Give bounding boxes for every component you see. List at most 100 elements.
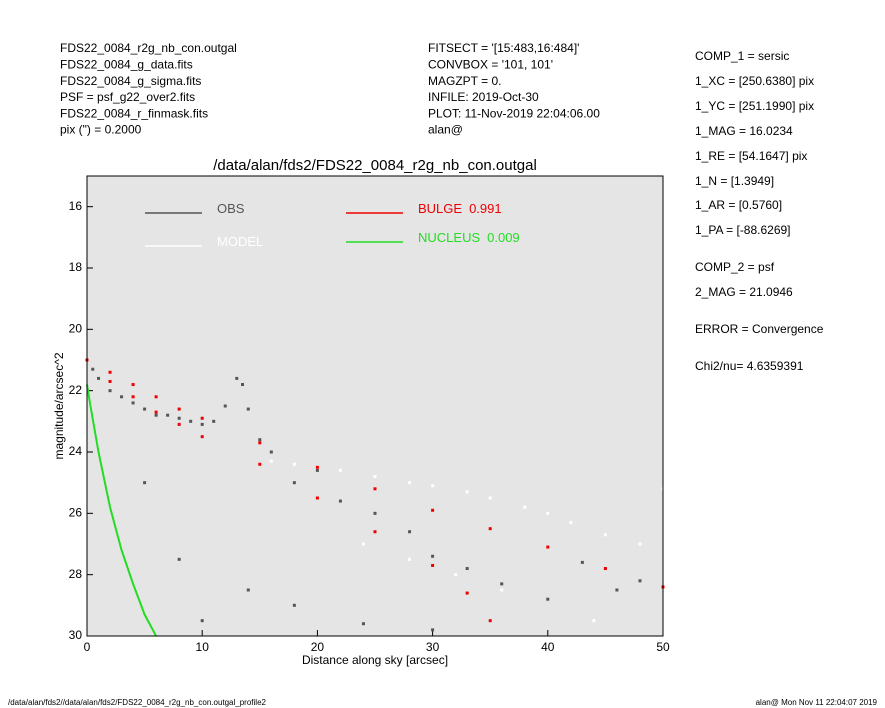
data-point bbox=[465, 591, 469, 595]
data-point bbox=[189, 419, 193, 423]
data-point bbox=[361, 542, 365, 546]
data-point bbox=[315, 496, 319, 500]
data-point bbox=[108, 370, 112, 374]
header-text: FITSECT = '[15:483,16:484]' bbox=[428, 41, 579, 55]
header-text: PSF = psf_g22_over2.fits bbox=[60, 90, 195, 104]
chart-title: /data/alan/fds2/FDS22_0084_r2g_nb_con.ou… bbox=[213, 157, 537, 174]
legend-name: OBS bbox=[217, 201, 245, 216]
data-point bbox=[143, 407, 147, 411]
x-tick-label: 30 bbox=[426, 640, 440, 654]
data-point bbox=[235, 376, 239, 380]
data-point bbox=[373, 475, 377, 479]
data-point bbox=[454, 573, 458, 577]
legend-label: BULGE 0.991 bbox=[418, 201, 502, 216]
data-point bbox=[177, 407, 181, 411]
data-point bbox=[200, 416, 204, 420]
legend-label: MODEL bbox=[217, 234, 263, 249]
data-point bbox=[200, 435, 204, 439]
fit-parameter: 1_YC = [251.1990] pix bbox=[695, 99, 814, 113]
fit-parameter: 1_PA = [-88.6269] bbox=[695, 223, 791, 237]
header-text: alan@ bbox=[428, 123, 463, 137]
data-point bbox=[465, 567, 469, 571]
y-tick-label: 28 bbox=[69, 567, 83, 581]
data-point bbox=[488, 527, 492, 531]
data-point bbox=[431, 484, 435, 488]
data-point bbox=[131, 401, 135, 405]
data-point bbox=[200, 619, 204, 623]
data-point bbox=[523, 505, 527, 509]
data-point bbox=[431, 628, 435, 632]
data-point bbox=[108, 389, 112, 393]
data-point bbox=[177, 416, 181, 420]
legend-fraction: 0.009 bbox=[487, 230, 520, 245]
fit-parameter: COMP_1 = sersic bbox=[695, 49, 789, 63]
legend-label: NUCLEUS 0.009 bbox=[418, 230, 520, 245]
data-point bbox=[97, 376, 101, 380]
data-point bbox=[500, 588, 504, 592]
data-point bbox=[315, 465, 319, 469]
legend-name: MODEL bbox=[217, 234, 263, 249]
data-point bbox=[269, 450, 273, 454]
fit-parameter: 1_N = [1.3949] bbox=[695, 174, 774, 188]
data-point bbox=[212, 419, 216, 423]
data-point bbox=[431, 554, 435, 558]
legend-label: OBS bbox=[217, 201, 245, 216]
data-point bbox=[373, 530, 377, 534]
y-tick-label: 26 bbox=[69, 506, 83, 520]
data-point bbox=[91, 367, 95, 371]
data-point bbox=[488, 619, 492, 623]
data-point bbox=[258, 462, 262, 466]
data-point bbox=[408, 481, 412, 485]
data-point bbox=[603, 567, 607, 571]
data-point bbox=[120, 395, 124, 399]
data-point bbox=[569, 521, 573, 525]
data-point bbox=[638, 542, 642, 546]
y-tick-label: 16 bbox=[69, 199, 83, 213]
x-tick-label: 0 bbox=[84, 640, 91, 654]
y-tick-label: 20 bbox=[69, 322, 83, 336]
x-tick-label: 20 bbox=[311, 640, 325, 654]
fit-parameter: 1_AR = [0.5760] bbox=[695, 198, 782, 212]
data-point bbox=[223, 404, 227, 408]
data-point bbox=[546, 597, 550, 601]
data-point bbox=[500, 582, 504, 586]
data-point bbox=[373, 487, 377, 491]
x-tick-label: 40 bbox=[541, 640, 555, 654]
x-tick-label: 50 bbox=[656, 640, 670, 654]
fit-parameter: 2_MAG = 21.0946 bbox=[695, 285, 793, 299]
data-point bbox=[177, 422, 181, 426]
y-tick-label: 24 bbox=[69, 444, 83, 458]
header-text: FDS22_0084_r_finmask.fits bbox=[60, 106, 208, 120]
fit-parameter: COMP_2 = psf bbox=[695, 260, 775, 274]
fit-parameter: ERROR = Convergence bbox=[695, 322, 824, 336]
data-point bbox=[258, 441, 262, 445]
data-point bbox=[131, 395, 135, 399]
data-point bbox=[592, 619, 596, 623]
data-point bbox=[338, 499, 342, 503]
header-text: FDS22_0084_g_data.fits bbox=[60, 57, 193, 71]
fit-parameter: 1_RE = [54.1647] pix bbox=[695, 149, 807, 163]
data-point bbox=[292, 481, 296, 485]
data-point bbox=[246, 588, 250, 592]
data-point bbox=[546, 545, 550, 549]
header-text: MAGZPT = 0. bbox=[428, 74, 501, 88]
data-point bbox=[361, 622, 365, 626]
data-point bbox=[373, 511, 377, 515]
header-text: CONVBOX = '101, 101' bbox=[428, 57, 553, 71]
data-point bbox=[131, 383, 135, 387]
data-point bbox=[408, 557, 412, 561]
data-point bbox=[465, 490, 469, 494]
data-point bbox=[408, 530, 412, 534]
data-point bbox=[154, 413, 158, 417]
header-text: FDS22_0084_r2g_nb_con.outgal bbox=[60, 41, 237, 55]
y-tick-label: 18 bbox=[69, 260, 83, 274]
y-tick-label: 30 bbox=[69, 628, 83, 642]
data-point bbox=[488, 496, 492, 500]
data-point bbox=[431, 508, 435, 512]
plot-area bbox=[87, 176, 663, 636]
fit-parameter: Chi2/nu= 4.6359391 bbox=[695, 359, 804, 373]
data-point bbox=[258, 438, 262, 442]
nucleus-line bbox=[86, 384, 158, 637]
footer-text: /data/alan/fds2//data/alan/fds2/FDS22_00… bbox=[8, 698, 267, 707]
fit-parameter: 1_MAG = 16.0234 bbox=[695, 124, 793, 138]
